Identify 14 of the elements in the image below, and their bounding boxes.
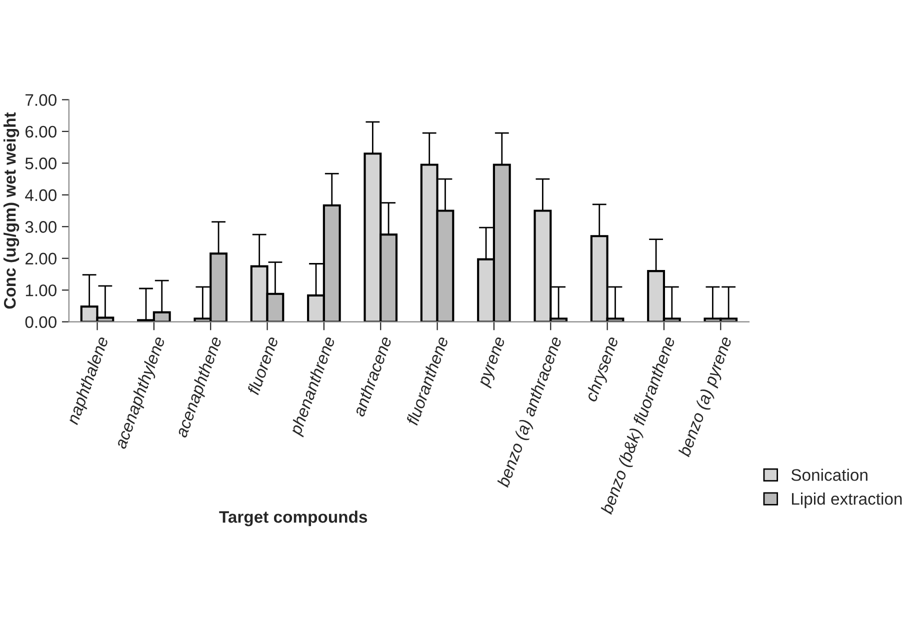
y-tick-label: 7.00 [26, 94, 56, 106]
legend-label: Lipid extraction [792, 492, 902, 508]
x-axis-title: Target compounds [219, 510, 368, 526]
y-tick-label: 3.00 [25, 221, 56, 233]
y-axis-title: Conc (ug/gm) wet weight [4, 112, 20, 309]
y-tick-label: 4.00 [25, 189, 56, 202]
y-tick-label: 0.00 [25, 316, 56, 328]
x-tick-label: benzo (a) pyrene [678, 336, 736, 458]
y-tick-label: 2.00 [26, 252, 56, 265]
legend-label: Sonication [791, 468, 868, 481]
y-tick-label: 5.00 [25, 158, 56, 170]
x-tick-label: pyrene [479, 336, 508, 389]
y-tick-label: 1.00 [26, 284, 56, 296]
y-tick-label: 6.00 [26, 126, 56, 138]
